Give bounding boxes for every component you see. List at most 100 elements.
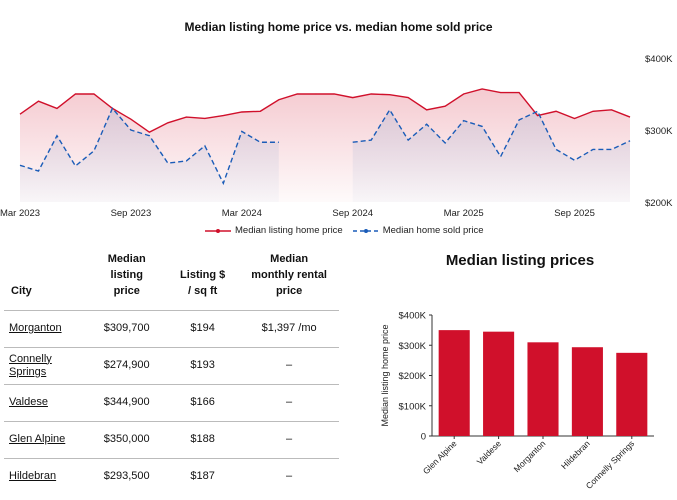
listing-data-point bbox=[74, 93, 76, 95]
sold-data-point bbox=[518, 119, 520, 121]
sold-data-point bbox=[19, 164, 21, 166]
city-price-table: City Median listing price Listing $ / sq ft… bbox=[4, 252, 339, 495]
legend-listing-swatch bbox=[205, 228, 231, 233]
table-header-row: City Median listing price Listing $ / sq ft… bbox=[4, 252, 339, 310]
sold-data-point bbox=[370, 139, 372, 141]
listing-data-point bbox=[19, 113, 21, 115]
bar-x-tick-label: Valdese bbox=[475, 438, 504, 467]
bar bbox=[438, 330, 470, 436]
legend-item-listing[interactable]: Median listing home price bbox=[205, 225, 343, 236]
sold-data-point bbox=[37, 170, 39, 172]
y-tick-label: $400K bbox=[645, 54, 673, 65]
sold-data-point bbox=[56, 135, 58, 137]
cell-price-per-sqft: $188 bbox=[166, 420, 240, 459]
sold-price-area bbox=[352, 109, 630, 202]
table-row: Connelly Springs $274,900 $193 – bbox=[4, 346, 339, 385]
cell-listing-price: $309,700 bbox=[87, 309, 167, 348]
cell-price-per-sqft: $194 bbox=[166, 309, 240, 348]
legend-sold-swatch bbox=[352, 228, 379, 233]
sold-data-point bbox=[148, 135, 150, 137]
header-listing-per-sqft: Listing $ / sq ft bbox=[180, 268, 226, 297]
cell-rental-price: – bbox=[239, 383, 339, 422]
sold-data-point bbox=[574, 159, 576, 161]
bar-chart: 0 $100K $200K $300K $400K Median listing home… bbox=[380, 311, 654, 491]
listing-data-point bbox=[93, 93, 95, 95]
bar-y-tick-label: $200K bbox=[399, 371, 427, 382]
sold-data-point bbox=[555, 148, 557, 150]
x-tick-label: Mar 2024 bbox=[222, 208, 262, 219]
legend-listing-label: Median listing home price bbox=[235, 225, 343, 236]
legend-sold-label: Median home sold price bbox=[382, 225, 484, 236]
listing-data-point bbox=[296, 93, 298, 95]
bar-y-tick-label: $400K bbox=[399, 311, 427, 322]
city-link-glen-alpine[interactable]: Glen Alpine bbox=[4, 420, 88, 459]
sold-data-point bbox=[74, 165, 76, 167]
listing-data-point bbox=[333, 93, 335, 95]
listing-data-point bbox=[463, 93, 465, 95]
sold-data-point bbox=[130, 129, 132, 131]
bar-y-tick-label: 0 bbox=[421, 432, 426, 443]
city-link-valdese[interactable]: Valdese bbox=[4, 383, 88, 422]
cell-rental-price: – bbox=[239, 457, 339, 495]
listing-data-point bbox=[500, 92, 502, 94]
listing-data-point bbox=[629, 116, 631, 118]
sold-data-point bbox=[537, 110, 539, 112]
bar-y-axis-label: Median listing home price bbox=[380, 324, 390, 426]
sold-data-point bbox=[259, 141, 261, 143]
sold-data-point bbox=[407, 139, 409, 141]
legend-item-sold[interactable]: Median home sold price bbox=[352, 225, 484, 236]
cell-rental-price: – bbox=[239, 420, 339, 459]
cell-price-per-sqft: $166 bbox=[166, 383, 240, 422]
line-chart: $400K $300K $200K Mar 2023 Sep 2023 Mar 2024 S… bbox=[0, 54, 673, 219]
cell-rental-price: – bbox=[239, 346, 339, 385]
header-median-rental: Median monthly rental price bbox=[251, 253, 327, 297]
table-row: Valdese $344,900 $166 – bbox=[4, 383, 339, 422]
cell-listing-price: $274,900 bbox=[87, 346, 167, 385]
y-tick-label: $300K bbox=[645, 126, 673, 137]
listing-data-point bbox=[222, 115, 224, 117]
bar-x-tick-label: Hildebran bbox=[559, 438, 592, 471]
cell-listing-price: $344,900 bbox=[87, 383, 167, 422]
city-link-connelly-springs[interactable]: Connelly Springs bbox=[4, 346, 88, 385]
y-tick-label: $200K bbox=[645, 198, 673, 209]
city-link-hildebran[interactable]: Hildebran bbox=[4, 457, 88, 495]
sold-data-point bbox=[278, 141, 280, 143]
listing-data-point bbox=[56, 107, 58, 109]
listing-data-point bbox=[37, 100, 39, 102]
sold-data-point bbox=[389, 109, 391, 111]
bar-y-tick-label: $100K bbox=[399, 401, 427, 412]
x-tick-label: Sep 2023 bbox=[111, 208, 152, 219]
bar-chart-title: Median listing prices bbox=[445, 252, 595, 269]
sold-data-point bbox=[241, 130, 243, 132]
listing-data-point bbox=[259, 110, 261, 112]
sold-data-point bbox=[111, 107, 113, 109]
listing-data-point bbox=[426, 109, 428, 111]
x-tick-label: Mar 2023 bbox=[0, 208, 40, 219]
sold-data-point bbox=[481, 125, 483, 127]
listing-data-point bbox=[444, 105, 446, 107]
listing-data-point bbox=[389, 94, 391, 96]
listing-data-point bbox=[481, 88, 483, 90]
listing-data-point bbox=[370, 93, 372, 95]
listing-data-point bbox=[574, 117, 576, 119]
listing-data-point bbox=[352, 97, 354, 99]
cell-price-per-sqft: $187 bbox=[166, 457, 240, 495]
bar bbox=[527, 342, 559, 436]
bar bbox=[571, 347, 603, 436]
line-chart-legend: Median listing home price Median home so… bbox=[205, 225, 484, 236]
listing-data-point bbox=[204, 117, 206, 119]
listing-data-point bbox=[185, 116, 187, 118]
listing-data-point bbox=[130, 118, 132, 120]
listing-data-point bbox=[407, 97, 409, 99]
sold-data-point bbox=[444, 142, 446, 144]
cell-listing-price: $293,500 bbox=[87, 457, 167, 495]
line-chart-title: Median listing home price vs. median hom… bbox=[184, 20, 493, 34]
x-tick-label: Mar 2025 bbox=[444, 208, 484, 219]
sold-data-point bbox=[204, 145, 206, 147]
x-tick-label: Sep 2025 bbox=[554, 208, 595, 219]
listing-data-point bbox=[592, 110, 594, 112]
city-link-morganton[interactable]: Morganton bbox=[4, 309, 88, 348]
sold-price-line bbox=[19, 107, 279, 186]
sold-data-point bbox=[611, 148, 613, 150]
listing-data-point bbox=[148, 131, 150, 133]
